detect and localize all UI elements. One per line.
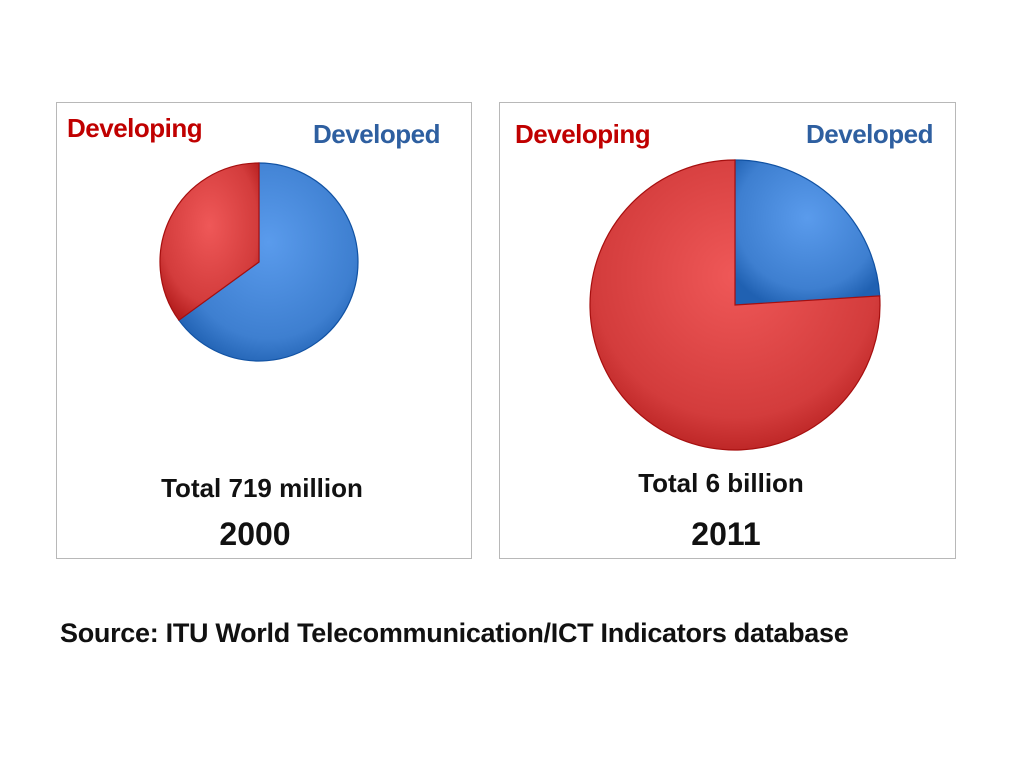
legend-label-developing: Developing <box>67 113 203 143</box>
pie-slice-developed <box>734 159 881 306</box>
legend-label-developed: Developed <box>313 119 441 149</box>
chart-panel-2000: Developing Developed Total 719 million 2… <box>56 102 472 559</box>
pie-slice-developing <box>589 159 881 451</box>
total-label: Total 719 million <box>161 473 363 503</box>
legend-label-developing: Developing <box>515 119 651 149</box>
source-note: Source: ITU World Telecommunication/ICT … <box>60 618 849 648</box>
chart-panel-2011: Developing Developed Total 6 billion 201… <box>499 102 956 559</box>
pie-chart-2011 <box>589 159 881 451</box>
year-label: 2011 <box>691 516 761 552</box>
pie-chart-2000 <box>159 162 359 362</box>
pie-slice-developing <box>159 162 260 322</box>
pie-slice-developed <box>178 162 359 362</box>
legend-label-developed: Developed <box>806 119 934 149</box>
total-label: Total 6 billion <box>638 468 804 498</box>
year-label: 2000 <box>219 516 291 552</box>
